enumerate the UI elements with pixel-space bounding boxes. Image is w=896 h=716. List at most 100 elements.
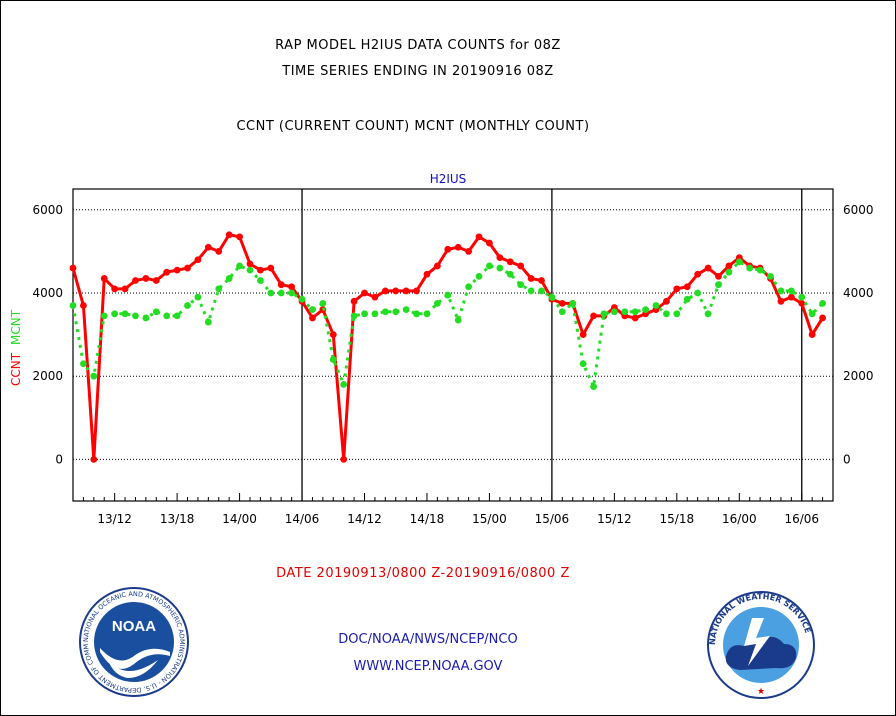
point-ccnt <box>454 243 462 251</box>
series-layer <box>69 231 826 463</box>
point-mcnt <box>413 310 420 318</box>
point-mcnt <box>340 381 348 388</box>
x-tick-label: 15/18 <box>660 512 695 526</box>
point-ccnt <box>288 283 296 291</box>
point-mcnt <box>569 300 577 307</box>
point-mcnt <box>756 266 764 274</box>
y-tick-label-right: 0 <box>843 452 851 466</box>
point-ccnt <box>475 233 483 241</box>
point-ccnt <box>590 312 597 320</box>
point-ccnt <box>787 293 795 301</box>
point-mcnt <box>80 360 87 368</box>
nws-logo-icon: NATIONAL WEATHER SERVICE ★ <box>707 591 815 699</box>
point-ccnt <box>204 243 212 251</box>
point-ccnt <box>142 275 150 282</box>
point-ccnt <box>246 260 254 268</box>
point-mcnt <box>142 314 150 322</box>
point-mcnt <box>683 295 691 303</box>
point-mcnt <box>121 310 129 318</box>
point-mcnt <box>225 275 233 282</box>
plot-frame <box>72 188 834 502</box>
y-tick-label-right: 6000 <box>843 203 874 217</box>
point-mcnt <box>329 356 337 363</box>
point-mcnt <box>444 291 452 299</box>
point-mcnt <box>787 287 795 295</box>
point-mcnt <box>579 360 587 368</box>
point-ccnt <box>538 277 545 284</box>
point-mcnt <box>475 272 483 280</box>
point-ccnt <box>527 275 535 282</box>
point-mcnt <box>309 306 316 314</box>
point-mcnt <box>767 272 774 280</box>
y-tick-label-left: 4000 <box>32 286 63 300</box>
point-ccnt <box>225 231 233 239</box>
point-ccnt <box>579 331 587 338</box>
point-ccnt <box>361 289 368 297</box>
point-mcnt <box>486 262 493 270</box>
point-mcnt <box>652 302 660 309</box>
point-ccnt <box>100 275 108 282</box>
x-tick-label: 14/12 <box>347 512 382 526</box>
point-ccnt <box>517 262 525 270</box>
grid-layer <box>73 209 833 460</box>
point-mcnt <box>548 293 556 301</box>
point-ccnt <box>132 277 139 284</box>
point-ccnt <box>631 314 639 322</box>
point-mcnt <box>267 289 275 297</box>
point-mcnt <box>152 308 160 316</box>
point-mcnt <box>600 310 608 318</box>
org-path-link[interactable]: DOC/NOAA/NWS/NCEP/NCO <box>338 632 518 647</box>
point-mcnt <box>465 283 473 291</box>
point-mcnt <box>558 308 566 316</box>
point-ccnt <box>413 287 420 295</box>
x-tick-label: 14/00 <box>222 512 257 526</box>
point-mcnt <box>69 302 77 309</box>
chart-title: H2IUS <box>429 172 467 186</box>
point-mcnt <box>642 306 650 314</box>
y-tick-label-left: 2000 <box>32 369 63 383</box>
point-mcnt <box>371 310 379 318</box>
point-mcnt <box>361 310 368 318</box>
y-tick-label-right: 4000 <box>843 286 874 300</box>
point-mcnt <box>715 281 722 289</box>
point-mcnt <box>163 312 171 320</box>
point-mcnt <box>392 308 400 316</box>
point-ccnt <box>673 285 681 293</box>
website-link[interactable]: WWW.NCEP.NOAA.GOV <box>353 659 503 674</box>
x-tick-label: 16/00 <box>722 512 757 526</box>
noaa-logo-icon: NOAA NATIONAL OCEANIC AND ATMOSPHERIC AD… <box>78 586 189 697</box>
point-ccnt <box>558 300 566 307</box>
point-mcnt <box>663 310 670 318</box>
point-mcnt <box>423 310 431 318</box>
point-mcnt <box>298 295 306 303</box>
point-mcnt <box>819 300 826 307</box>
point-ccnt <box>725 262 733 270</box>
point-mcnt <box>704 310 712 318</box>
point-mcnt <box>496 264 504 272</box>
point-mcnt <box>173 312 181 320</box>
point-mcnt <box>90 372 98 380</box>
x-tick-label: 14/18 <box>410 512 445 526</box>
point-ccnt <box>90 456 98 463</box>
point-mcnt <box>746 264 754 272</box>
svg-text:★: ★ <box>757 687 765 697</box>
point-ccnt <box>798 300 806 307</box>
x-tick-label: 15/12 <box>597 512 632 526</box>
point-ccnt <box>236 233 243 241</box>
y-tick-label-left: 6000 <box>32 203 63 217</box>
x-tick-label: 13/18 <box>160 512 195 526</box>
point-mcnt <box>694 289 702 297</box>
point-mcnt <box>808 310 816 318</box>
point-ccnt <box>194 256 202 264</box>
point-ccnt <box>371 293 379 301</box>
point-ccnt <box>808 331 816 338</box>
point-ccnt <box>506 258 514 266</box>
point-ccnt <box>402 287 410 295</box>
point-mcnt <box>288 289 296 297</box>
point-mcnt <box>236 262 243 270</box>
point-mcnt <box>319 300 327 307</box>
point-ccnt <box>121 285 129 293</box>
point-mcnt <box>590 383 597 390</box>
point-ccnt <box>694 270 702 278</box>
